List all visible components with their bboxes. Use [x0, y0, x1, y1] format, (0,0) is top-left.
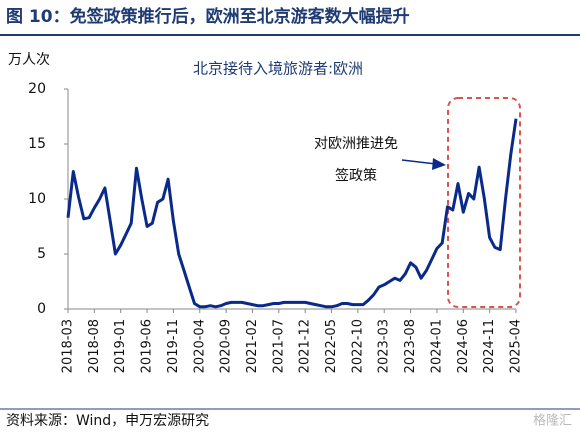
annotation: 对欧洲推进免 — [314, 136, 398, 152]
x-tick-label: 2024-01 — [429, 319, 444, 373]
y-tick-label: 20 — [28, 81, 46, 97]
y-tick-label: 0 — [37, 301, 46, 317]
highlight-box — [447, 97, 521, 308]
x-tick-label: 2019-11 — [166, 319, 181, 373]
subtitle: 北京接待入境旅游者:欧洲 — [193, 60, 363, 78]
title-bar — [0, 0, 580, 34]
y-tick-label: 5 — [37, 246, 46, 262]
x-tick-label: 2021-02 — [245, 319, 260, 373]
x-tick-label: 2021-07 — [271, 319, 286, 373]
chart-title: 图 10：免签政策推行后，欧洲至北京游客数大幅提升 — [6, 6, 410, 27]
line-series — [66, 118, 518, 309]
annotation-arrow — [401, 159, 437, 165]
x-tick-label: 2023-03 — [377, 319, 392, 373]
annotation: 签政策 — [335, 167, 377, 184]
x-tick-label: 2018-03 — [61, 319, 76, 373]
y-tick-label: 15 — [28, 136, 46, 152]
y-axis-label: 万人次 — [8, 52, 50, 68]
source: 资料来源：Wind，申万宏源研究 — [6, 413, 209, 429]
x-tick-label: 2022-10 — [350, 319, 365, 373]
x-tick-label: 2020-09 — [219, 319, 234, 373]
x-tick-label: 2018-08 — [87, 319, 102, 373]
x-tick-label: 2025-04 — [509, 319, 524, 373]
x-tick-label: 2020-04 — [192, 319, 207, 373]
x-tick-label: 2021-12 — [298, 319, 313, 373]
x-tick-label: 2024-11 — [482, 319, 497, 373]
x-tick-label: 2024-06 — [456, 319, 471, 373]
y-tick-label: 10 — [28, 191, 46, 207]
watermark: 格隆汇 — [533, 413, 572, 429]
x-tick-label: 2019-01 — [113, 319, 128, 373]
x-tick-label: 2019-06 — [140, 319, 155, 373]
arrow-head — [432, 158, 446, 170]
x-tick-label: 2022-05 — [324, 319, 339, 373]
x-tick-label: 2023-08 — [403, 319, 418, 373]
